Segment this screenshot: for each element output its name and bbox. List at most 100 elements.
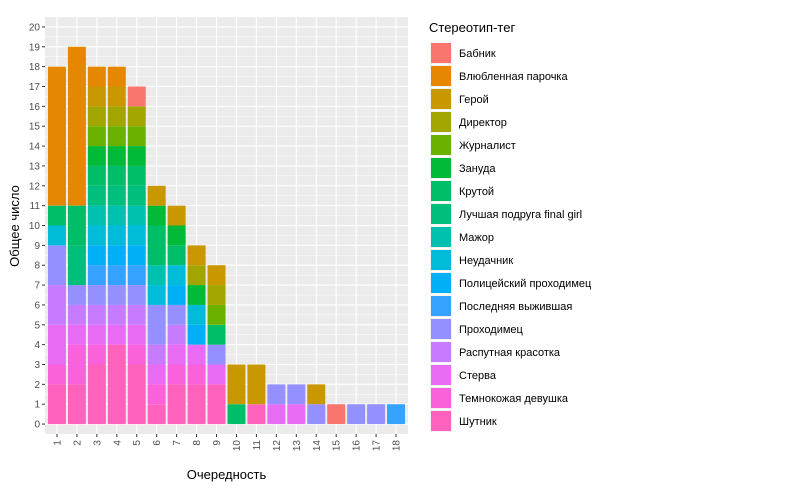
bar-segment-2-14 — [67, 304, 86, 325]
bar-segment-12-13 — [267, 384, 286, 405]
y-tick-label: 13 — [29, 161, 41, 172]
legend-label: Зануда — [459, 163, 496, 175]
bar-segment-5-1 — [127, 86, 146, 107]
legend-swatch — [431, 296, 451, 316]
bar-segment-9-7 — [207, 324, 226, 345]
x-tick-label: 13 — [292, 440, 303, 452]
bar-segment-7-17 — [167, 384, 186, 425]
bar-segment-4-14 — [107, 304, 126, 325]
bar-segment-7-7 — [167, 245, 186, 266]
legend-label: Неудачник — [459, 255, 513, 267]
bar-segment-7-14 — [167, 324, 186, 345]
bar-segment-5-14 — [127, 304, 146, 325]
legend-swatch — [431, 227, 451, 247]
bar-segment-8-10 — [187, 304, 206, 325]
y-tick-label: 20 — [29, 22, 41, 33]
bar-segment-11-3 — [247, 364, 266, 405]
bar-segment-2-16 — [67, 344, 86, 385]
x-tick-label: 2 — [72, 440, 83, 446]
legend-label: Стерва — [459, 370, 497, 382]
y-tick-label: 2 — [34, 380, 40, 391]
legend-swatch — [431, 319, 451, 339]
bar-segment-14-13 — [307, 404, 326, 425]
bar-segment-5-6 — [127, 146, 146, 166]
legend-swatch — [431, 158, 451, 178]
x-tick-label: 9 — [212, 440, 223, 446]
legend-swatch — [431, 388, 451, 408]
x-axis-title: Очередность — [187, 467, 267, 482]
legend-label: Полицейский проходимец — [459, 278, 592, 290]
bar-segment-1-2 — [47, 66, 66, 206]
bar-segment-6-10 — [147, 285, 166, 305]
bar-segment-4-11 — [107, 245, 126, 266]
legend-title: Стереотип-тег — [429, 20, 515, 35]
bar-segment-2-2 — [67, 46, 86, 206]
bar-segment-14-3 — [307, 384, 326, 405]
x-tick-label: 11 — [252, 440, 263, 451]
legend-swatch — [431, 342, 451, 362]
bar-segment-3-17 — [87, 364, 106, 425]
bar-segment-2-15 — [67, 324, 86, 345]
bar-segment-13-15 — [287, 404, 306, 425]
bar-segment-5-5 — [127, 126, 146, 147]
bar-segment-4-8 — [107, 185, 126, 206]
legend-label: Крутой — [459, 186, 494, 198]
bar-segment-7-6 — [167, 225, 186, 246]
x-tick-label: 3 — [92, 440, 103, 446]
bar-segment-7-3 — [167, 205, 186, 226]
bar-segment-4-12 — [107, 265, 126, 286]
bar-segment-8-15 — [187, 344, 206, 365]
x-tick-label: 10 — [232, 440, 243, 452]
bar-segment-9-4 — [207, 285, 226, 305]
legend-swatch — [431, 273, 451, 293]
bar-segment-16-13 — [347, 404, 366, 425]
y-tick-label: 14 — [29, 142, 41, 153]
x-tick-label: 18 — [392, 440, 403, 452]
bar-segment-13-13 — [287, 384, 306, 405]
x-tick-label: 12 — [272, 440, 283, 452]
legend-swatch — [431, 89, 451, 109]
y-tick-label: 8 — [34, 261, 40, 272]
bar-segment-8-3 — [187, 245, 206, 266]
bar-segment-1-13 — [47, 245, 66, 286]
y-tick-label: 7 — [34, 281, 40, 292]
bar-segment-7-16 — [167, 364, 186, 385]
legend-label: Директор — [459, 117, 507, 129]
bar-segment-2-13 — [67, 285, 86, 305]
legend-label: Бабник — [459, 48, 496, 60]
bar-segment-4-6 — [107, 146, 126, 166]
bar-segment-7-13 — [167, 304, 186, 325]
legend-swatch — [431, 43, 451, 63]
bar-segment-3-5 — [87, 126, 106, 147]
bar-segment-2-7 — [67, 205, 86, 246]
bar-segment-7-15 — [167, 344, 186, 365]
bar-segment-6-9 — [147, 265, 166, 286]
bar-segment-10-3 — [227, 364, 246, 405]
legend-swatch — [431, 181, 451, 201]
bar-segment-17-13 — [367, 404, 386, 425]
bar-segment-6-15 — [147, 364, 166, 385]
legend-label: Герой — [459, 94, 489, 106]
x-tick-label: 14 — [312, 440, 323, 452]
bar-segment-9-17 — [207, 384, 226, 425]
bar-segment-6-3 — [147, 185, 166, 206]
bar-segment-8-4 — [187, 265, 206, 286]
bar-segment-4-7 — [107, 165, 126, 186]
bar-segment-4-2 — [107, 66, 126, 87]
x-tick-label: 6 — [152, 440, 163, 446]
bar-segment-3-11 — [87, 245, 106, 266]
y-tick-label: 0 — [34, 420, 40, 431]
bar-segment-11-17 — [247, 404, 266, 425]
y-tick-label: 6 — [34, 300, 40, 311]
legend-label: Последняя выжившая — [459, 301, 572, 313]
bar-segment-8-11 — [187, 324, 206, 345]
bar-segment-5-17 — [127, 364, 146, 425]
legend-label: Журналист — [459, 140, 516, 152]
x-tick-label: 8 — [192, 440, 203, 446]
legend-swatch — [431, 135, 451, 155]
bar-segment-4-3 — [107, 86, 126, 107]
x-axis-ticks: 1 2 3 4 5 6 7 8 9 10 11 12 13 14 15 16 17 18 — [52, 434, 403, 452]
y-tick-label: 10 — [29, 221, 41, 232]
bar-segment-3-14 — [87, 304, 106, 325]
